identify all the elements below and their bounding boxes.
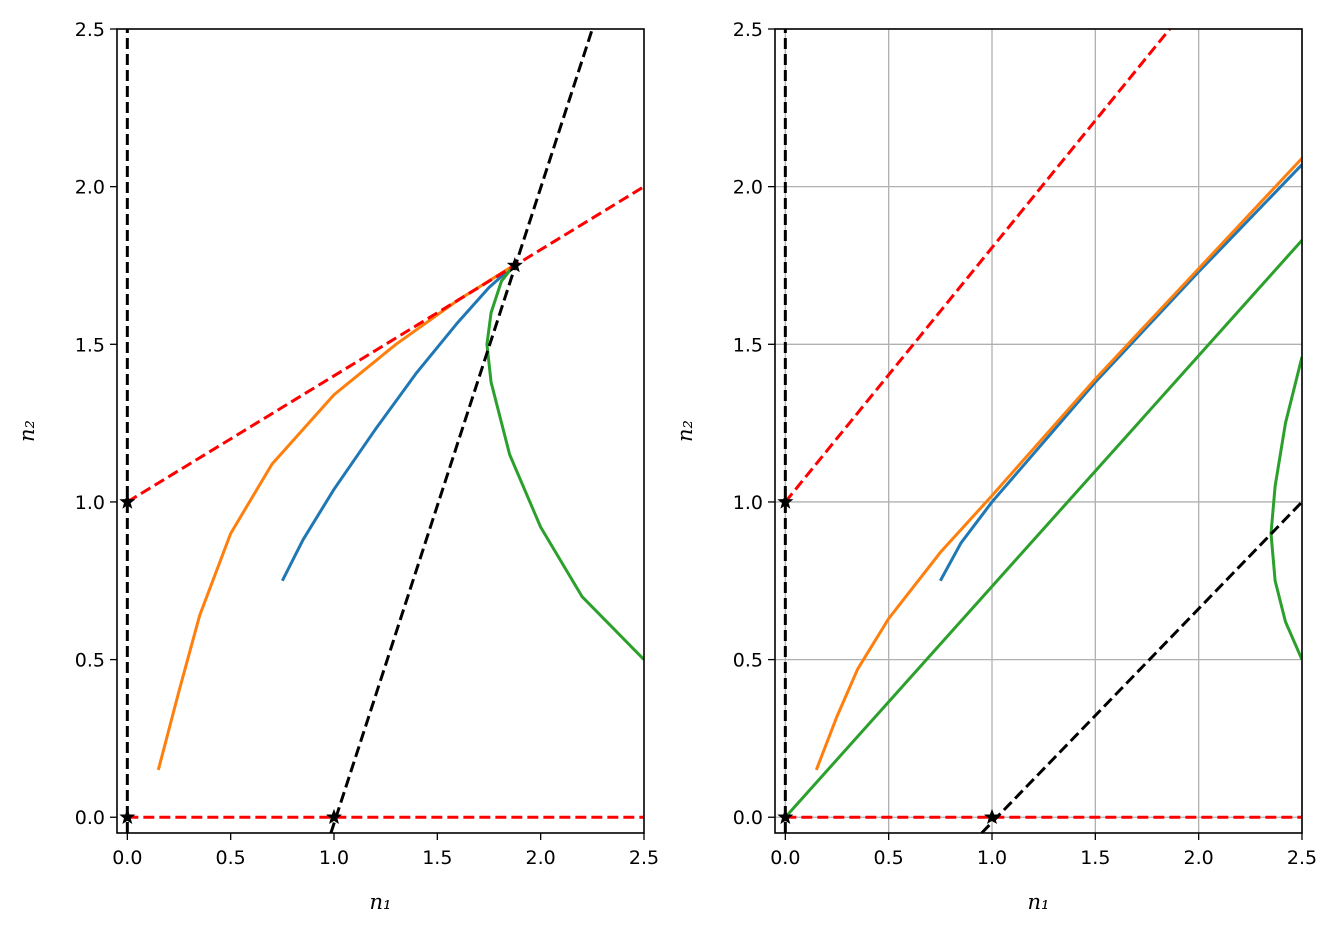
x-tick-label-4: 2.0 (526, 847, 556, 869)
series-line-3 (485, 264, 644, 661)
y-tick-label-5: 2.5 (733, 19, 763, 41)
series-line-2 (156, 264, 515, 771)
series-line-2 (814, 157, 1302, 771)
x-tick-label-1: 0.5 (874, 847, 904, 869)
chart-panel-2: 0.0 0.5 1.0 1.5 2.0 2.5 0.0 0.5 1.0 1.5 2.0 2.5 n₁ n₂ (673, 19, 1317, 914)
equilibrium-marker-2 (983, 808, 1001, 825)
axes-frame (116, 28, 645, 834)
series-line-7 (329, 29, 594, 833)
equilibrium-marker-3 (777, 493, 794, 509)
series-line-1 (280, 264, 515, 582)
axes-frame (774, 28, 1303, 834)
x-tick-label-2: 1.0 (319, 847, 349, 869)
equilibrium-marker-3 (119, 493, 136, 509)
y-tick-label-4: 2.0 (75, 177, 105, 199)
y-tick-label-3: 1.5 (733, 334, 763, 356)
y-tick-label-1: 0.5 (733, 650, 763, 672)
x-tick-label-0: 0.0 (112, 847, 142, 869)
series-line-5 (784, 29, 1171, 503)
chart-panel-1: 0.0 0.5 1.0 1.5 2.0 2.5 0.0 0.5 1.0 1.5 2.0 2.5 n₁ n₂ (15, 19, 659, 914)
y-tick-label-5: 2.5 (75, 19, 105, 41)
x-tick-label-3: 1.5 (1080, 847, 1110, 869)
y-tick-label-3: 1.5 (75, 334, 105, 356)
x-tick-label-4: 2.0 (1184, 847, 1214, 869)
y-tick-label-4: 2.0 (733, 177, 763, 199)
y-axis-label: n₂ (673, 420, 697, 442)
y-tick-label-2: 1.0 (75, 492, 105, 514)
x-axis-label: n₁ (370, 890, 392, 914)
x-tick-label-1: 0.5 (216, 847, 246, 869)
series-line-4 (126, 185, 644, 504)
series-line-3 (784, 239, 1302, 819)
x-tick-label-2: 1.0 (977, 847, 1007, 869)
x-axis-label: n₁ (1028, 890, 1050, 914)
equilibrium-marker-1 (777, 808, 794, 825)
y-axis-label: n₂ (15, 420, 39, 442)
x-tick-label-3: 1.5 (422, 847, 452, 869)
equilibrium-marker-4 (506, 257, 523, 273)
series-line-8 (980, 500, 1302, 833)
y-tick-label-0: 0.0 (75, 807, 105, 829)
y-tick-label-0: 0.0 (733, 807, 763, 829)
series-line-1 (939, 163, 1302, 582)
plot-area (125, 29, 644, 833)
x-tick-label-0: 0.0 (770, 847, 800, 869)
x-tick-label-5: 2.5 (1287, 847, 1317, 869)
y-tick-label-1: 0.5 (75, 650, 105, 672)
plot-area (783, 29, 1302, 833)
y-tick-label-2: 1.0 (733, 492, 763, 514)
equilibrium-marker-2 (325, 808, 343, 825)
x-tick-label-5: 2.5 (629, 847, 659, 869)
equilibrium-marker-1 (119, 808, 136, 825)
